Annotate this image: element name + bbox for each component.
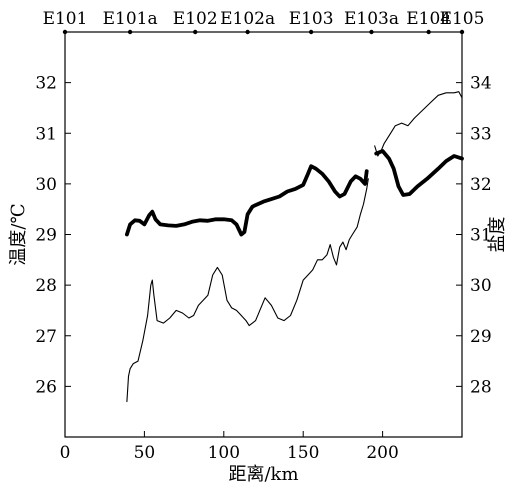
station-label: E102 [173, 9, 218, 29]
x-tick-label: 100 [208, 443, 240, 463]
y-left-tick-label: 30 [35, 175, 57, 195]
y-right-tick-label: 31 [470, 226, 492, 246]
y-left-tick-label: 29 [35, 226, 57, 246]
x-tick-label: 0 [60, 443, 71, 463]
station-label: E104 [406, 9, 451, 29]
y-left-axis-title: 温度/℃ [8, 203, 29, 265]
x-tick-label: 200 [366, 443, 398, 463]
labels-layer: 0 50 100 150 200 26 27 28 29 30 31 32 28 29 30 31 32 33 34… [8, 9, 508, 485]
series-layer [125, 91, 464, 403]
station-marker [245, 29, 250, 35]
station-marker [459, 29, 465, 35]
y-left-tick-label: 31 [35, 124, 57, 144]
x-tick-label: 50 [134, 443, 156, 463]
y-left-tick-label: 27 [35, 327, 57, 347]
temperature-line-segment [374, 149, 464, 197]
y-right-tick-label: 33 [470, 124, 492, 144]
x-tick-label: 150 [287, 443, 319, 463]
station-label: E101a [103, 9, 158, 29]
temperature-line-segment [125, 164, 369, 237]
station-marker [62, 29, 68, 35]
y-right-tick-label: 32 [470, 175, 492, 195]
salinity-line-segment [374, 91, 463, 157]
y-right-tick-label: 34 [470, 74, 492, 94]
station-label: E101 [43, 9, 88, 29]
station-marker [426, 29, 431, 35]
station-label: E103a [344, 9, 399, 29]
salinity-line-segment [126, 178, 369, 403]
station-label: E103 [289, 9, 334, 29]
station-label: E102a [220, 9, 275, 29]
station-marker [308, 29, 314, 35]
station-label: E105 [440, 9, 485, 29]
y-right-tick-label: 29 [470, 327, 492, 347]
y-right-tick-label: 28 [470, 377, 492, 397]
y-right-tick-label: 30 [470, 276, 492, 296]
plot-frame [64, 31, 463, 438]
station-marker [193, 29, 198, 35]
station-marker [127, 29, 133, 35]
station-marker [369, 29, 374, 35]
y-left-tick-label: 26 [35, 377, 57, 397]
y-left-tick-label: 32 [35, 74, 57, 94]
y-right-axis-title: 盐度 [487, 217, 508, 253]
x-axis-title: 距离/km [228, 464, 298, 485]
y-left-tick-label: 28 [35, 276, 57, 296]
axes-layer [62, 29, 465, 438]
